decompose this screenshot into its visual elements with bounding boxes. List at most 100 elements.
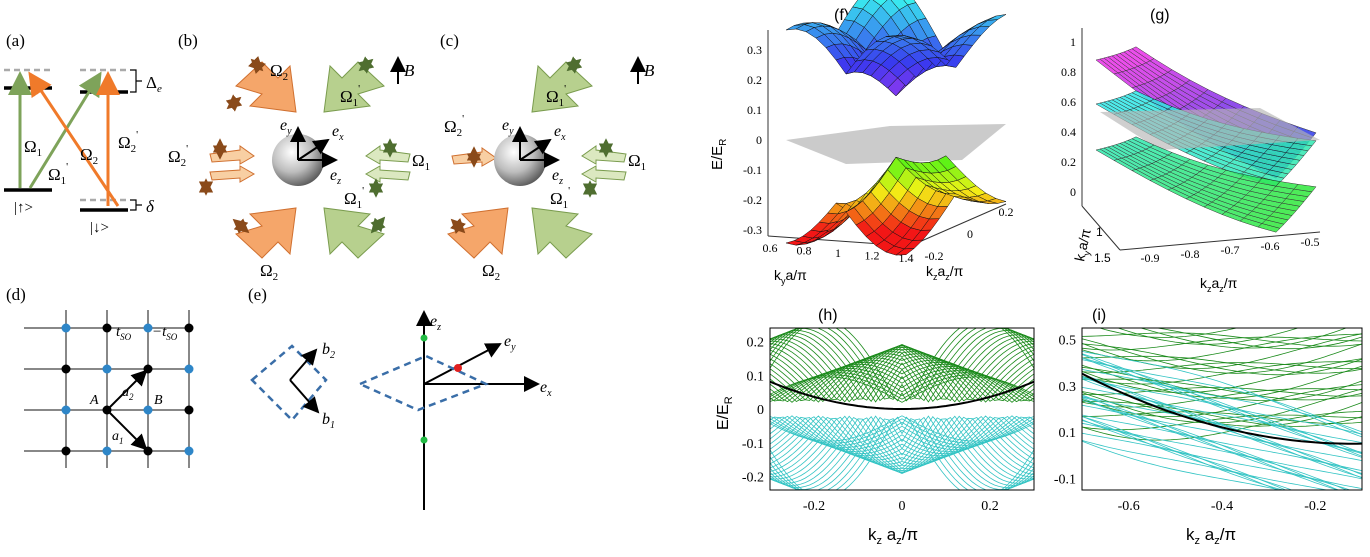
bulk-band-upper xyxy=(1082,388,1362,424)
surface-g-axes xyxy=(1081,28,1321,251)
transition-omega2 xyxy=(28,71,120,207)
bulk-band-lower xyxy=(1082,422,1280,490)
f-zlabel: kzaz/π xyxy=(926,263,964,282)
h-xlabel: kz az/π xyxy=(868,525,918,547)
i-ytick: 0.5 xyxy=(1059,334,1077,349)
bulk-band-upper xyxy=(1082,333,1362,369)
pol-arrow-b10 xyxy=(358,56,375,72)
bulk-band-lower xyxy=(770,416,1034,465)
i-bands xyxy=(1082,309,1362,490)
beam-omega1p-upper xyxy=(323,61,385,113)
beam-c-green-right-a xyxy=(581,145,627,165)
lattice-site-a xyxy=(61,364,71,374)
bulk-band-upper xyxy=(1082,384,1362,417)
lattice-site-b xyxy=(184,446,194,456)
bulk-band-lower xyxy=(1082,399,1362,475)
g-ytick: 0.2 xyxy=(1061,155,1076,169)
bulk-band-lower xyxy=(1082,416,1285,490)
spin-down-label: |↓> xyxy=(90,220,109,236)
axis-c-ex xyxy=(519,138,552,161)
a1-label: a1 xyxy=(112,429,124,446)
transition-omega1-prime xyxy=(28,71,102,189)
bulk-band-lower xyxy=(770,416,1034,490)
bulk-band-lower xyxy=(1082,440,1293,490)
bulk-band-upper xyxy=(770,368,1034,402)
omega2p-left-label: Ω2' xyxy=(168,143,188,169)
panel-label-b: (b) xyxy=(178,31,198,50)
i-xticks: -0.6 -0.4 -0.2 xyxy=(1118,499,1327,514)
g-ytick: 1 xyxy=(1070,35,1076,49)
g-ytick: 0 xyxy=(1070,185,1076,199)
g-ytick: 0.4 xyxy=(1061,125,1076,139)
bulk-band-lower xyxy=(1082,397,1362,474)
bulk-band-lower xyxy=(770,415,1034,478)
surface-f-zero-plane xyxy=(786,124,1006,164)
band-curves xyxy=(1082,309,1362,490)
panel-label-c: (c) xyxy=(440,31,459,50)
h-ytick: 0.2 xyxy=(747,336,765,351)
bulk-band-lower xyxy=(770,415,1034,457)
panel-b-beams: (b) ex ey xyxy=(168,31,430,283)
c-omega2-lower-label: Ω2 xyxy=(482,261,500,283)
edge-state-curve xyxy=(1082,372,1362,445)
bulk-band-lower xyxy=(1082,353,1362,443)
beam-omega2p-left-b xyxy=(209,165,256,183)
i-xtick: -0.6 xyxy=(1118,499,1140,514)
a2-label: a2 xyxy=(122,385,134,402)
bulk-band-upper xyxy=(770,328,1034,402)
h-yticks: 0.2 0.1 0 -0.1 -0.2 xyxy=(742,336,764,486)
surface-f-upper-facet xyxy=(872,0,888,7)
c-omega1p-upper-label: Ω1' xyxy=(546,83,566,109)
lattice-site-b xyxy=(143,405,153,415)
panel-h-band-plot: (h) 0.2 0.1 0 -0.1 -0.2 -0.2 0 0.2 E/ER kz az/… xyxy=(715,307,1035,547)
f-ytick: 0.2 xyxy=(747,73,762,87)
pol-arrow-b18 xyxy=(232,218,249,234)
lattice-site-a xyxy=(184,405,194,415)
panel-label-d: (d) xyxy=(6,285,26,304)
bulk-band-lower xyxy=(1082,415,1329,490)
delta-label: δ xyxy=(146,197,155,216)
c-ex-label: ex xyxy=(554,123,566,143)
i-ytick: 0.1 xyxy=(1059,426,1077,441)
edge-state-curve xyxy=(770,380,1034,410)
bulk-band-lower xyxy=(770,416,1034,490)
minus-tso-label: −tSO xyxy=(152,324,178,342)
panel-label-i: (i) xyxy=(1092,307,1106,324)
h-xtick: 0.2 xyxy=(981,499,999,514)
bulk-band-lower xyxy=(770,418,1034,484)
g-kyticks-2: 1.5 xyxy=(1094,251,1111,265)
omega1p-lower-label: Ω1' xyxy=(344,185,364,211)
bulk-band-lower xyxy=(1082,440,1282,490)
h-xtick: -0.2 xyxy=(803,499,825,514)
f-yticks: 0.3 0.2 0.1 0 -0.1 -0.2 -0.3 xyxy=(743,43,762,237)
pol-arrow-c10 xyxy=(450,218,467,235)
surface-f-lower-facet xyxy=(986,198,1007,204)
lattice-site-b xyxy=(61,405,71,415)
b-field-label-b: B xyxy=(404,61,415,80)
bz-parallelogram xyxy=(356,354,490,412)
h-ytick: -0.1 xyxy=(742,437,764,452)
f-zticks: -0.2 0 0.2 xyxy=(925,205,1014,263)
bulk-band-lower xyxy=(770,416,1034,450)
omega2-lower-label: Ω2 xyxy=(260,261,278,283)
bulk-band-upper xyxy=(1082,309,1362,319)
g-kyticks-1: 1 xyxy=(1096,225,1103,239)
bulk-band-upper xyxy=(1116,328,1300,345)
bulk-band-lower xyxy=(770,418,1034,490)
pol-arrow-c8 xyxy=(566,56,583,72)
e-ez-label: ez xyxy=(430,313,441,333)
bulk-band-upper xyxy=(1082,355,1362,374)
g-ytick: 0.8 xyxy=(1061,65,1076,79)
panel-label-e: (e) xyxy=(248,285,267,304)
c-omega1-right-label: Ω1 xyxy=(628,151,646,173)
beam-omega1-right-a xyxy=(365,145,411,165)
bulk-band-lower xyxy=(770,417,1034,463)
omega1-prime-label: Ω1' xyxy=(48,161,68,187)
omega2-upper-label: Ω2 xyxy=(270,61,288,83)
bulk-band-lower xyxy=(1082,404,1340,490)
pol-arrow-b16 xyxy=(370,216,386,233)
beam-omega2-lower xyxy=(235,207,297,259)
g-ylabel: kya/π xyxy=(1071,227,1096,263)
g-yticks: 1 0.8 0.6 0.4 0.2 0 xyxy=(1061,35,1076,199)
bulk-band-lower xyxy=(1082,357,1362,433)
